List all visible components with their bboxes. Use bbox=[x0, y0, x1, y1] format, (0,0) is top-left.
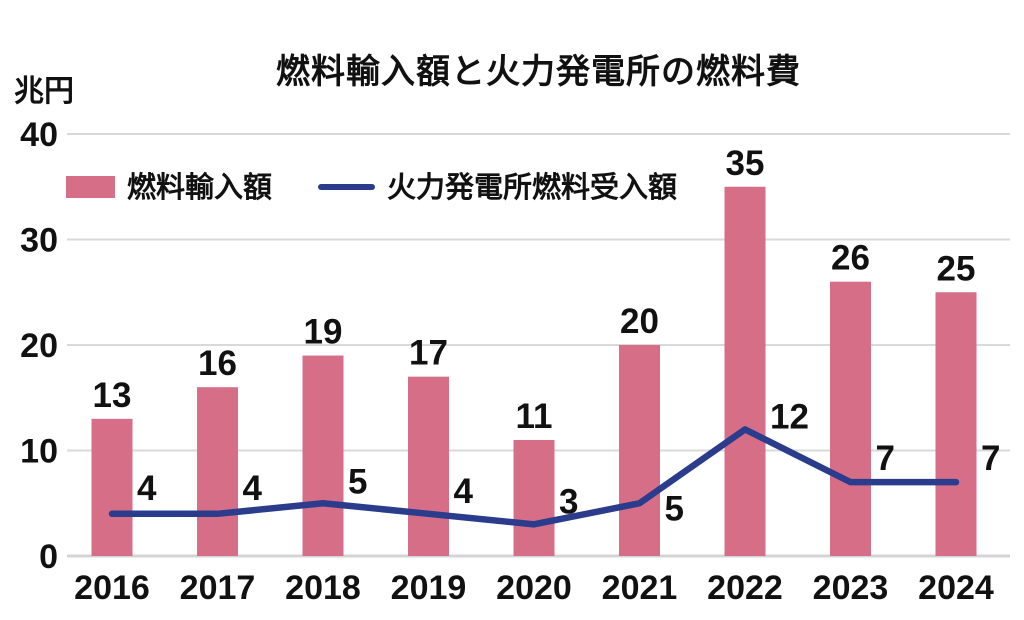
bar-2020 bbox=[513, 439, 555, 556]
bar-label-2024: 25 bbox=[937, 249, 976, 288]
line-label-2022: 12 bbox=[770, 397, 809, 436]
bar-label-2019: 17 bbox=[409, 334, 448, 373]
line-series bbox=[108, 426, 960, 528]
x-tick-2023: 2023 bbox=[813, 569, 889, 607]
x-tick-2022: 2022 bbox=[707, 569, 783, 607]
y-tick-40: 40 bbox=[20, 116, 58, 154]
y-tick-20: 20 bbox=[20, 327, 58, 365]
line-label-2019: 4 bbox=[454, 472, 474, 511]
bar-label-2020: 11 bbox=[516, 397, 553, 436]
legend-line-sample bbox=[318, 184, 375, 190]
bar-label-2017: 16 bbox=[198, 344, 237, 383]
line-label-2021: 5 bbox=[665, 489, 684, 528]
x-tick-2017: 2017 bbox=[180, 569, 256, 607]
bar-2023 bbox=[830, 281, 871, 556]
bar-2021 bbox=[619, 345, 660, 556]
line-label-2024: 7 bbox=[981, 439, 1000, 478]
x-tick-2021: 2021 bbox=[602, 569, 678, 607]
x-tick-2020: 2020 bbox=[496, 569, 572, 607]
bar-2018 bbox=[302, 355, 344, 556]
bar-2016 bbox=[91, 418, 133, 556]
line-label-2017: 4 bbox=[243, 469, 263, 508]
bar-2022 bbox=[724, 186, 766, 556]
legend-bar-swatch bbox=[66, 176, 115, 198]
chart-title: 燃料輸入額と火力発電所の燃料費 bbox=[276, 53, 801, 91]
bar-2024 bbox=[935, 292, 977, 556]
bar-label-2018: 19 bbox=[304, 313, 343, 352]
x-tick-2019: 2019 bbox=[391, 569, 467, 607]
legend-bar-label: 燃料輸入額 bbox=[127, 172, 273, 204]
bar-2019 bbox=[408, 376, 449, 556]
x-tick-2016: 2016 bbox=[74, 569, 150, 607]
line-label-2016: 4 bbox=[137, 469, 157, 508]
line-label-2020: 3 bbox=[559, 482, 578, 521]
bar-label-2022: 35 bbox=[726, 144, 765, 183]
x-tick-2018: 2018 bbox=[285, 569, 361, 607]
y-tick-30: 30 bbox=[20, 222, 58, 260]
y-tick-10: 10 bbox=[20, 433, 58, 471]
bar-2017 bbox=[197, 387, 238, 556]
line-label-2018: 5 bbox=[348, 462, 367, 501]
bar-label-2023: 26 bbox=[831, 239, 870, 278]
y-axis-unit-label: 兆円 bbox=[14, 75, 74, 108]
y-tick-0: 0 bbox=[39, 538, 58, 576]
x-tick-2024: 2024 bbox=[918, 569, 994, 607]
bar-label-2016: 13 bbox=[93, 376, 132, 415]
bar-label-2021: 20 bbox=[620, 302, 659, 341]
legend-line-label: 火力発電所燃料受入額 bbox=[387, 172, 678, 204]
line-label-2023: 7 bbox=[876, 439, 895, 478]
